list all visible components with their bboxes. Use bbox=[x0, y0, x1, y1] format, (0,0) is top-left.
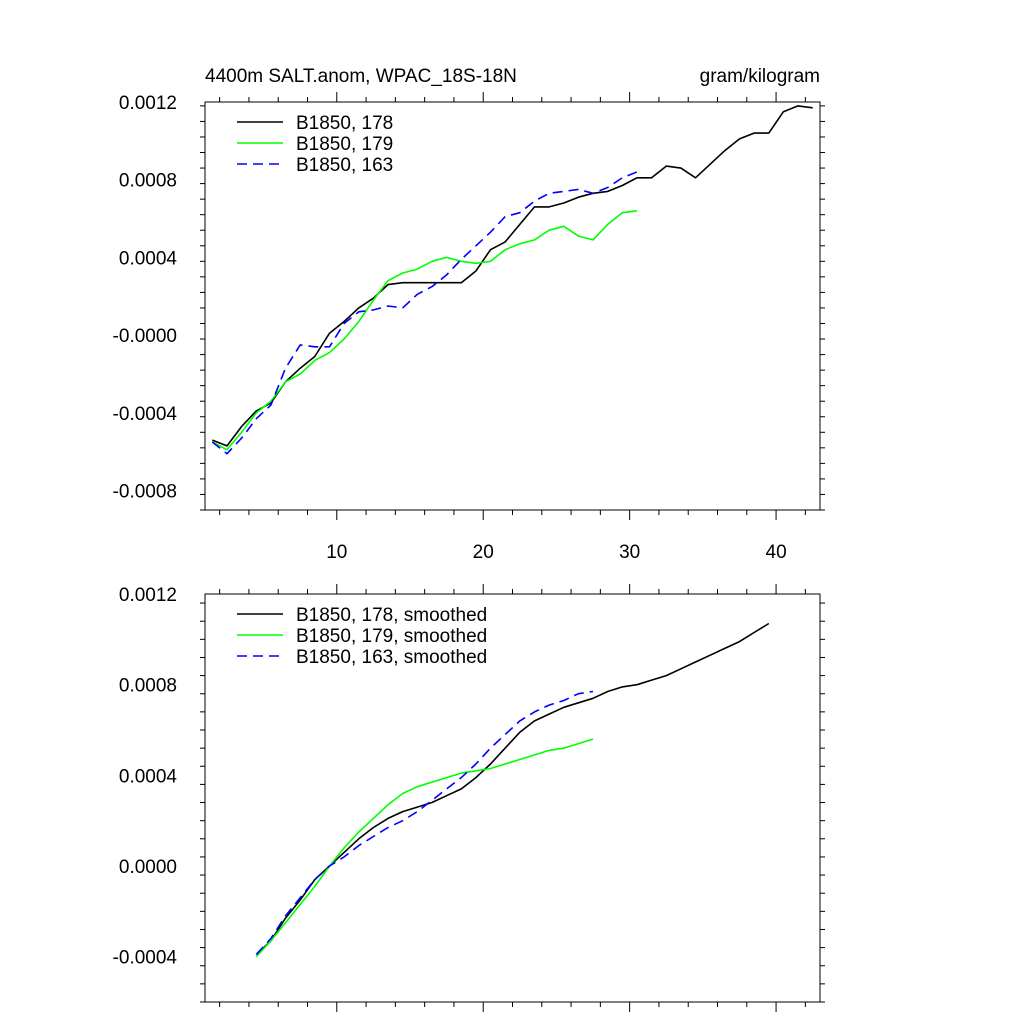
series-line-1 bbox=[212, 105, 813, 447]
bottom-panel: -0.0004 0.0000 0.0004 0.0008 0.0012 B1850, 1… bbox=[113, 584, 825, 1012]
x-tick-label: 30 bbox=[619, 542, 640, 563]
series-line-1 bbox=[255, 622, 770, 955]
bottom-y-tick-labels: -0.0004 0.0000 0.0004 0.0008 0.0012 bbox=[113, 585, 178, 969]
series-line-3 bbox=[255, 690, 594, 955]
y-tick-label: 0.0012 bbox=[119, 585, 177, 606]
y-tick-label: -0.0004 bbox=[113, 404, 178, 425]
legend-label-1: B1850, 178, smoothed bbox=[296, 605, 487, 626]
top-units-label: gram/kilogram bbox=[700, 66, 820, 87]
legend-label-2: B1850, 179 bbox=[296, 134, 393, 155]
x-tick-label: 40 bbox=[766, 542, 787, 563]
top-title: 4400m SALT.anom, WPAC_18S-18N bbox=[205, 66, 517, 87]
top-y-tick-labels: -0.0008 -0.0004 -0.0000 0.0004 0.0008 0.0012 bbox=[113, 93, 178, 503]
y-tick-label: -0.0000 bbox=[113, 326, 177, 347]
y-tick-label: 0.0012 bbox=[119, 93, 177, 114]
y-tick-label: 0.0004 bbox=[119, 766, 178, 787]
top-tick-marks bbox=[200, 92, 825, 520]
legend-label-3: B1850, 163 bbox=[296, 155, 393, 176]
series-line-2 bbox=[211, 210, 638, 451]
y-tick-label: 0.0000 bbox=[119, 857, 177, 878]
y-tick-label: 0.0004 bbox=[119, 248, 178, 269]
legend-label-3: B1850, 163, smoothed bbox=[296, 647, 487, 668]
bottom-tick-marks bbox=[200, 584, 825, 1012]
top-x-tick-labels: 10 20 30 40 bbox=[326, 542, 786, 563]
series-line-3 bbox=[211, 171, 638, 455]
x-tick-label: 20 bbox=[473, 542, 494, 563]
y-tick-label: 0.0008 bbox=[119, 676, 177, 697]
y-tick-label: 0.0008 bbox=[119, 171, 177, 192]
legend-label-1: B1850, 178 bbox=[296, 113, 393, 134]
bottom-series-lines bbox=[255, 622, 770, 958]
y-tick-label: -0.0008 bbox=[113, 482, 177, 503]
x-tick-label: 10 bbox=[326, 542, 347, 563]
top-panel: 4400m SALT.anom, WPAC_18S-18N gram/kilog… bbox=[113, 66, 825, 563]
top-series-lines bbox=[211, 105, 813, 455]
series-line-2 bbox=[255, 738, 594, 958]
legend-label-2: B1850, 179, smoothed bbox=[296, 626, 487, 647]
y-tick-label: -0.0004 bbox=[113, 948, 178, 969]
